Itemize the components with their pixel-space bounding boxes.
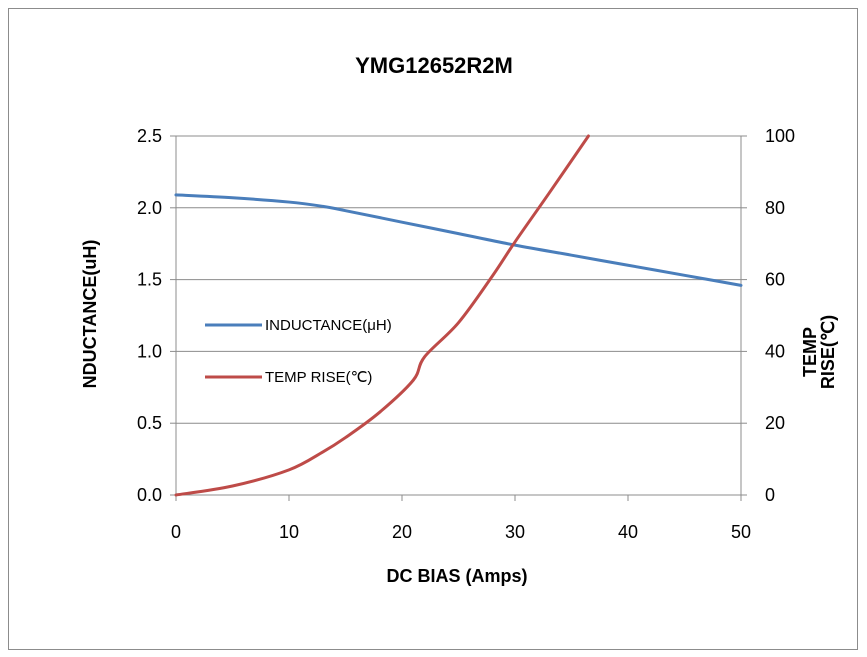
y-left-tick-label: 1.0 (137, 341, 162, 361)
gridlines (176, 135, 741, 424)
y-right-tick-label: 40 (765, 341, 785, 361)
y-left-tick-label: 0.5 (137, 413, 162, 433)
x-tick-label: 50 (731, 522, 751, 542)
y-right-tick-label: 0 (765, 485, 775, 505)
legend: INDUCTANCE(μH) TEMP RISE(℃) (205, 317, 392, 386)
y-left-tick-labels: 0.0 0.5 1.0 1.5 2.0 2.5 (137, 126, 162, 505)
y-left-axis-label: NDUCTANCE(uH) (80, 240, 100, 389)
x-tick-label: 30 (505, 522, 525, 542)
y-right-axis-label-line1: TEMP (800, 327, 820, 377)
y-right-tick-label: 80 (765, 198, 785, 218)
y-left-tick-label: 0.0 (137, 485, 162, 505)
y-right-tick-label: 100 (765, 126, 795, 146)
legend-label-inductance: INDUCTANCE(μH) (265, 317, 392, 334)
legend-label-temp-rise: TEMP RISE(℃) (265, 369, 372, 386)
y-right-tick-label: 20 (765, 413, 785, 433)
x-tick-label: 10 (279, 522, 299, 542)
y-left-tick-label: 1.5 (137, 270, 162, 290)
y-right-tick-labels: 0 20 40 60 80 100 (765, 126, 795, 505)
x-axis-label: DC BIAS (Amps) (386, 566, 527, 586)
series-layer (174, 134, 743, 497)
temp-rise-line (174, 134, 590, 497)
y-left-tick-label: 2.0 (137, 198, 162, 218)
x-tick-label: 20 (392, 522, 412, 542)
axes (170, 135, 747, 501)
x-tick-labels: 0 10 20 30 40 50 (171, 522, 751, 542)
inductance-line (174, 193, 743, 287)
chart-title: YMG12652R2M (355, 53, 513, 78)
x-tick-label: 40 (618, 522, 638, 542)
y-right-tick-label: 60 (765, 270, 785, 290)
x-tick-label: 0 (171, 522, 181, 542)
chart-frame (8, 8, 858, 650)
y-left-tick-label: 2.5 (137, 126, 162, 146)
y-right-axis-label-line2: RISE(℃) (818, 315, 838, 389)
